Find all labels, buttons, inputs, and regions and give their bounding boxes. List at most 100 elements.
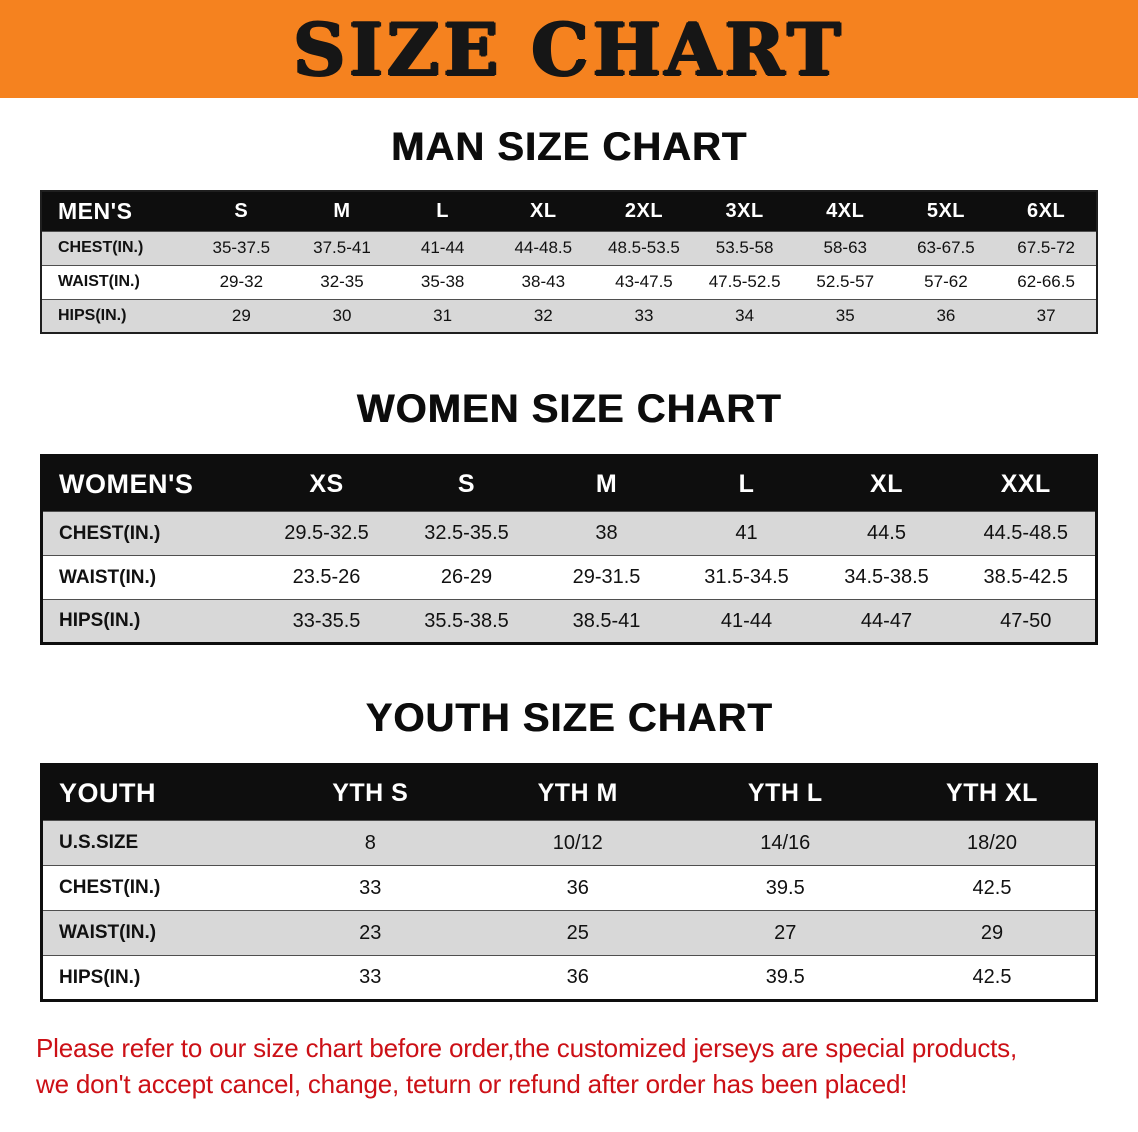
size-header-cell: XS [256,455,397,512]
table-row: CHEST(IN.) 33 36 39.5 42.5 [41,865,1097,911]
measurement-value-cell: 38 [536,511,677,556]
size-header-cell: 4XL [794,191,896,231]
table-title-cell: WOMEN'S [41,455,257,512]
disclaimer: Please refer to our size chart before or… [0,1030,1138,1123]
measurement-value-cell: 39.5 [681,865,889,911]
measurement-value-cell: 58-63 [794,230,896,265]
size-header-cell: XXL [956,455,1097,512]
measurement-value-cell: 31 [392,298,493,333]
size-header-cell: S [191,191,292,231]
measurement-value-cell: 38-43 [492,264,594,299]
size-header-cell: 3XL [694,191,795,231]
measurement-value-cell: 34 [694,298,795,333]
measurement-value-cell: 32.5-35.5 [396,511,537,556]
measurement-value-cell: 38.5-42.5 [956,555,1097,600]
measurement-value-cell: 62-66.5 [996,264,1097,299]
measurement-value-cell: 39.5 [681,955,889,1001]
measurement-value-cell: 67.5-72 [996,230,1097,265]
disclaimer-line-1: Please refer to our size chart before or… [36,1033,1018,1063]
measurement-value-cell: 36 [474,955,682,1001]
measurement-value-cell: 42.5 [889,865,1097,911]
size-header-cell: L [676,455,817,512]
women-section-heading: WOMEN SIZE CHART [356,387,782,431]
measurement-value-cell: 31.5-34.5 [676,555,817,600]
size-header-cell: 6XL [996,191,1097,231]
measurement-value-cell: 33 [266,865,474,911]
table-header-row: WOMEN'S XS S M L XL XXL [41,455,1097,512]
measurement-value-cell: 14/16 [681,820,889,866]
measurement-value-cell: 29 [191,298,292,333]
table-row: HIPS(IN.) 29 30 31 32 33 34 35 36 37 [41,298,1097,333]
youth-section: YOUTH SIZE CHART YOUTH YTH S YTH M YTH L YTH… [0,695,1138,1002]
size-header-cell: YTH XL [889,764,1097,821]
size-header-cell: XL [816,455,957,512]
measurement-label-cell: HIPS(IN.) [41,955,267,1001]
table-row: U.S.SIZE 8 10/12 14/16 18/20 [41,820,1097,866]
size-header-cell: YTH M [474,764,682,821]
measurement-label-cell: HIPS(IN.) [41,298,191,333]
measurement-value-cell: 29 [889,910,1097,956]
table-row: WAIST(IN.) 29-32 32-35 35-38 38-43 43-47.5 47.… [41,264,1097,299]
measurement-value-cell: 44-48.5 [492,230,594,265]
measurement-value-cell: 38.5-41 [536,599,677,644]
table-row: WAIST(IN.) 23 25 27 29 [41,910,1097,956]
table-header-row: MEN'S S M L XL 2XL 3XL 4XL 5XL 6XL [41,191,1097,231]
measurement-value-cell: 33 [593,298,695,333]
measurement-value-cell: 44.5 [816,511,957,556]
page-title: SIZE CHART [293,6,845,92]
size-header-cell: M [291,191,393,231]
measurement-value-cell: 63-67.5 [895,230,997,265]
measurement-value-cell: 29-31.5 [536,555,677,600]
measurement-value-cell: 29.5-32.5 [256,511,397,556]
measurement-value-cell: 44.5-48.5 [956,511,1097,556]
size-header-cell: YTH S [266,764,474,821]
measurement-value-cell: 48.5-53.5 [593,230,695,265]
table-header-row: YOUTH YTH S YTH M YTH L YTH XL [41,764,1097,821]
measurement-value-cell: 32-35 [291,264,393,299]
size-header-cell: 2XL [593,191,695,231]
table-title-cell: MEN'S [41,191,191,231]
measurement-value-cell: 41 [676,511,817,556]
measurement-value-cell: 47.5-52.5 [694,264,795,299]
measurement-value-cell: 23 [266,910,474,956]
women-section: WOMEN SIZE CHART WOMEN'S XS S M L XL XXL CHEST(… [0,386,1138,645]
measurement-value-cell: 35-38 [392,264,493,299]
table-row: CHEST(IN.) 29.5-32.5 32.5-35.5 38 41 44.5 44.5… [41,511,1097,556]
measurement-value-cell: 53.5-58 [694,230,795,265]
measurement-value-cell: 23.5-26 [256,555,397,600]
measurement-label-cell: U.S.SIZE [41,820,267,866]
measurement-value-cell: 57-62 [895,264,997,299]
measurement-value-cell: 52.5-57 [794,264,896,299]
size-header-cell: S [396,455,537,512]
banner: SIZE CHART [0,0,1138,98]
table-row: CHEST(IN.) 35-37.5 37.5-41 41-44 44-48.5 48.5… [41,230,1097,265]
measurement-label-cell: WAIST(IN.) [41,910,267,956]
measurement-value-cell: 10/12 [474,820,682,866]
women-size-table: WOMEN'S XS S M L XL XXL CHEST(IN.) 29.5-32.5 32.5… [40,454,1098,645]
size-header-cell: L [392,191,493,231]
measurement-value-cell: 41-44 [392,230,493,265]
measurement-value-cell: 44-47 [816,599,957,644]
measurement-value-cell: 33 [266,955,474,1001]
measurement-value-cell: 30 [291,298,393,333]
measurement-label-cell: CHEST(IN.) [41,511,257,556]
measurement-value-cell: 47-50 [956,599,1097,644]
measurement-label-cell: HIPS(IN.) [41,599,257,644]
measurement-label-cell: WAIST(IN.) [41,264,191,299]
disclaimer-line-2: we don't accept cancel, change, teturn o… [36,1069,908,1100]
measurement-value-cell: 27 [681,910,889,956]
measurement-value-cell: 35.5-38.5 [396,599,537,644]
measurement-value-cell: 41-44 [676,599,817,644]
measurement-value-cell: 36 [474,865,682,911]
measurement-label-cell: CHEST(IN.) [41,865,267,911]
measurement-value-cell: 35-37.5 [191,230,292,265]
measurement-value-cell: 35 [794,298,896,333]
youth-section-heading: YOUTH SIZE CHART [365,696,773,740]
measurement-value-cell: 8 [266,820,474,866]
measurement-value-cell: 18/20 [889,820,1097,866]
size-header-cell: XL [492,191,594,231]
men-section-heading: MAN SIZE CHART [390,125,748,169]
measurement-value-cell: 37.5-41 [291,230,393,265]
measurement-value-cell: 29-32 [191,264,292,299]
